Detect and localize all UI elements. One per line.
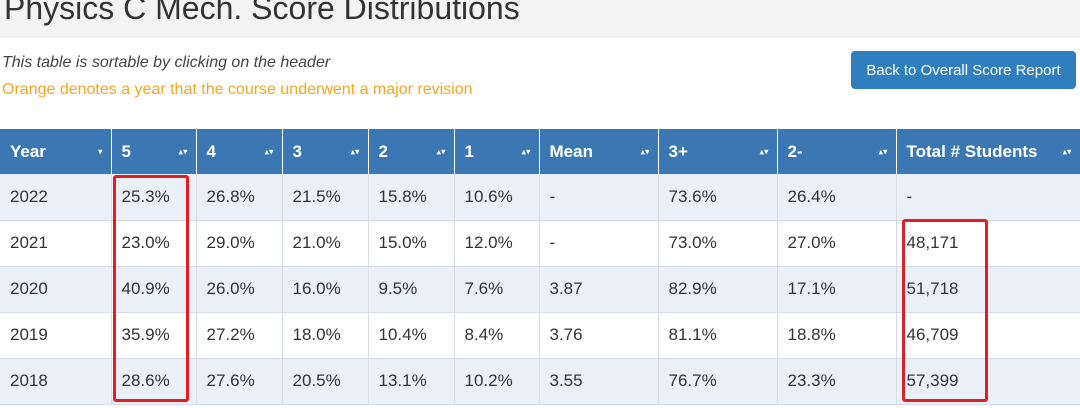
cell-score-4: 26.0%: [196, 266, 283, 313]
header-label: Total # Students: [906, 141, 1038, 161]
cell-score-2: 10.4%: [368, 312, 455, 359]
cell-mean: -: [539, 174, 659, 221]
cell-3-plus: 76.7%: [658, 358, 778, 405]
cell-score-3: 20.5%: [282, 358, 369, 405]
cell-score-2: 15.0%: [368, 220, 455, 267]
sort-icon: ▴▾: [878, 146, 888, 156]
header-label: 2-: [787, 141, 803, 161]
cell-year: 2018: [0, 358, 112, 405]
column-header-score-3[interactable]: 3 ▴▾: [282, 129, 369, 174]
sort-icon: ▴▾: [178, 146, 188, 156]
table-row: 2021 23.0% 29.0% 21.0% 15.0% 12.0% - 73.…: [0, 220, 1080, 267]
cell-score-5: 23.0%: [111, 220, 197, 267]
page-title: Physics C Mech. Score Distributions: [4, 0, 520, 26]
sort-icon: ▴▾: [640, 146, 650, 156]
sort-icon: ▴▾: [759, 146, 769, 156]
header-label: 3: [292, 141, 302, 161]
sort-icon: ▴▾: [436, 146, 446, 156]
sort-desc-icon: ▾: [97, 146, 103, 156]
table-row: 2019 35.9% 27.2% 18.0% 10.4% 8.4% 3.76 8…: [0, 312, 1080, 359]
cell-score-3: 21.0%: [282, 220, 369, 267]
column-header-score-1[interactable]: 1 ▴▾: [454, 129, 540, 174]
column-header-year[interactable]: Year ▾: [0, 129, 112, 174]
column-header-score-5[interactable]: 5 ▴▾: [111, 129, 197, 174]
score-distribution-table: Year ▾ 5 ▴▾ 4 ▴▾ 3 ▴▾ 2 ▴▾ 1 ▴▾ Mean ▴▾ 3+ ▴▾ 2-…: [0, 129, 1080, 405]
cell-2-minus: 27.0%: [777, 220, 897, 267]
header-label: Year: [10, 141, 46, 161]
column-header-score-2[interactable]: 2 ▴▾: [368, 129, 455, 174]
column-header-total-students[interactable]: Total # Students ▴▾: [896, 129, 1080, 174]
sort-icon: ▴▾: [521, 146, 531, 156]
cell-year: 2019: [0, 312, 112, 359]
cell-total-students: 48,171: [896, 220, 1080, 267]
cell-score-5: 35.9%: [111, 312, 197, 359]
column-header-mean[interactable]: Mean ▴▾: [539, 129, 659, 174]
sort-icon: ▴▾: [350, 146, 360, 156]
cell-3-plus: 81.1%: [658, 312, 778, 359]
column-header-2-minus[interactable]: 2- ▴▾: [777, 129, 897, 174]
title-bar: Physics C Mech. Score Distributions: [0, 0, 1080, 38]
cell-score-4: 29.0%: [196, 220, 283, 267]
cell-year: 2021: [0, 220, 112, 267]
cell-score-1: 8.4%: [454, 312, 540, 359]
cell-3-plus: 73.6%: [658, 174, 778, 221]
cell-year: 2020: [0, 266, 112, 313]
header-label: 4: [206, 141, 216, 161]
cell-score-4: 26.8%: [196, 174, 283, 221]
cell-score-5: 40.9%: [111, 266, 197, 313]
cell-2-minus: 23.3%: [777, 358, 897, 405]
cell-score-3: 18.0%: [282, 312, 369, 359]
cell-score-1: 10.6%: [454, 174, 540, 221]
header-label: 2: [378, 141, 388, 161]
cell-score-1: 10.2%: [454, 358, 540, 405]
cell-score-3: 21.5%: [282, 174, 369, 221]
cell-mean: 3.87: [539, 266, 659, 313]
revision-legend-note: Orange denotes a year that the course un…: [2, 81, 473, 98]
cell-mean: -: [539, 220, 659, 267]
header-label: 3+: [668, 141, 688, 161]
cell-score-2: 13.1%: [368, 358, 455, 405]
column-header-3-plus[interactable]: 3+ ▴▾: [658, 129, 778, 174]
cell-2-minus: 26.4%: [777, 174, 897, 221]
cell-score-3: 16.0%: [282, 266, 369, 313]
score-table-container: Year ▾ 5 ▴▾ 4 ▴▾ 3 ▴▾ 2 ▴▾ 1 ▴▾ Mean ▴▾ 3+ ▴▾ 2-…: [0, 129, 1080, 408]
cell-score-4: 27.2%: [196, 312, 283, 359]
table-row: 2022 25.3% 26.8% 21.5% 15.8% 10.6% - 73.…: [0, 174, 1080, 221]
header-label: 5: [121, 141, 131, 161]
cell-total-students: 57,399: [896, 358, 1080, 405]
back-to-overall-report-button[interactable]: Back to Overall Score Report: [851, 51, 1076, 89]
table-header-row: Year ▾ 5 ▴▾ 4 ▴▾ 3 ▴▾ 2 ▴▾ 1 ▴▾ Mean ▴▾ 3+ ▴▾ 2-…: [0, 129, 1080, 174]
table-row: 2018 28.6% 27.6% 20.5% 13.1% 10.2% 3.55 …: [0, 358, 1080, 405]
cell-score-1: 7.6%: [454, 266, 540, 313]
cell-3-plus: 82.9%: [658, 266, 778, 313]
cell-mean: 3.55: [539, 358, 659, 405]
table-row: 2020 40.9% 26.0% 16.0% 9.5% 7.6% 3.87 82…: [0, 266, 1080, 313]
cell-score-5: 28.6%: [111, 358, 197, 405]
cell-score-2: 15.8%: [368, 174, 455, 221]
cell-year: 2022: [0, 174, 112, 221]
header-label: Mean: [549, 141, 593, 161]
cell-3-plus: 73.0%: [658, 220, 778, 267]
cell-total-students: 46,709: [896, 312, 1080, 359]
sort-icon: ▴▾: [264, 146, 274, 156]
cell-score-2: 9.5%: [368, 266, 455, 313]
cell-mean: 3.76: [539, 312, 659, 359]
cell-2-minus: 18.8%: [777, 312, 897, 359]
cell-total-students: 51,718: [896, 266, 1080, 313]
cell-2-minus: 17.1%: [777, 266, 897, 313]
cell-score-5: 25.3%: [111, 174, 197, 221]
sortable-note: This table is sortable by clicking on th…: [2, 54, 331, 71]
cell-score-4: 27.6%: [196, 358, 283, 405]
cell-total-students: -: [896, 174, 1080, 221]
sort-icon: ▴▾: [1062, 146, 1072, 156]
header-label: 1: [464, 141, 474, 161]
cell-score-1: 12.0%: [454, 220, 540, 267]
column-header-score-4[interactable]: 4 ▴▾: [196, 129, 283, 174]
